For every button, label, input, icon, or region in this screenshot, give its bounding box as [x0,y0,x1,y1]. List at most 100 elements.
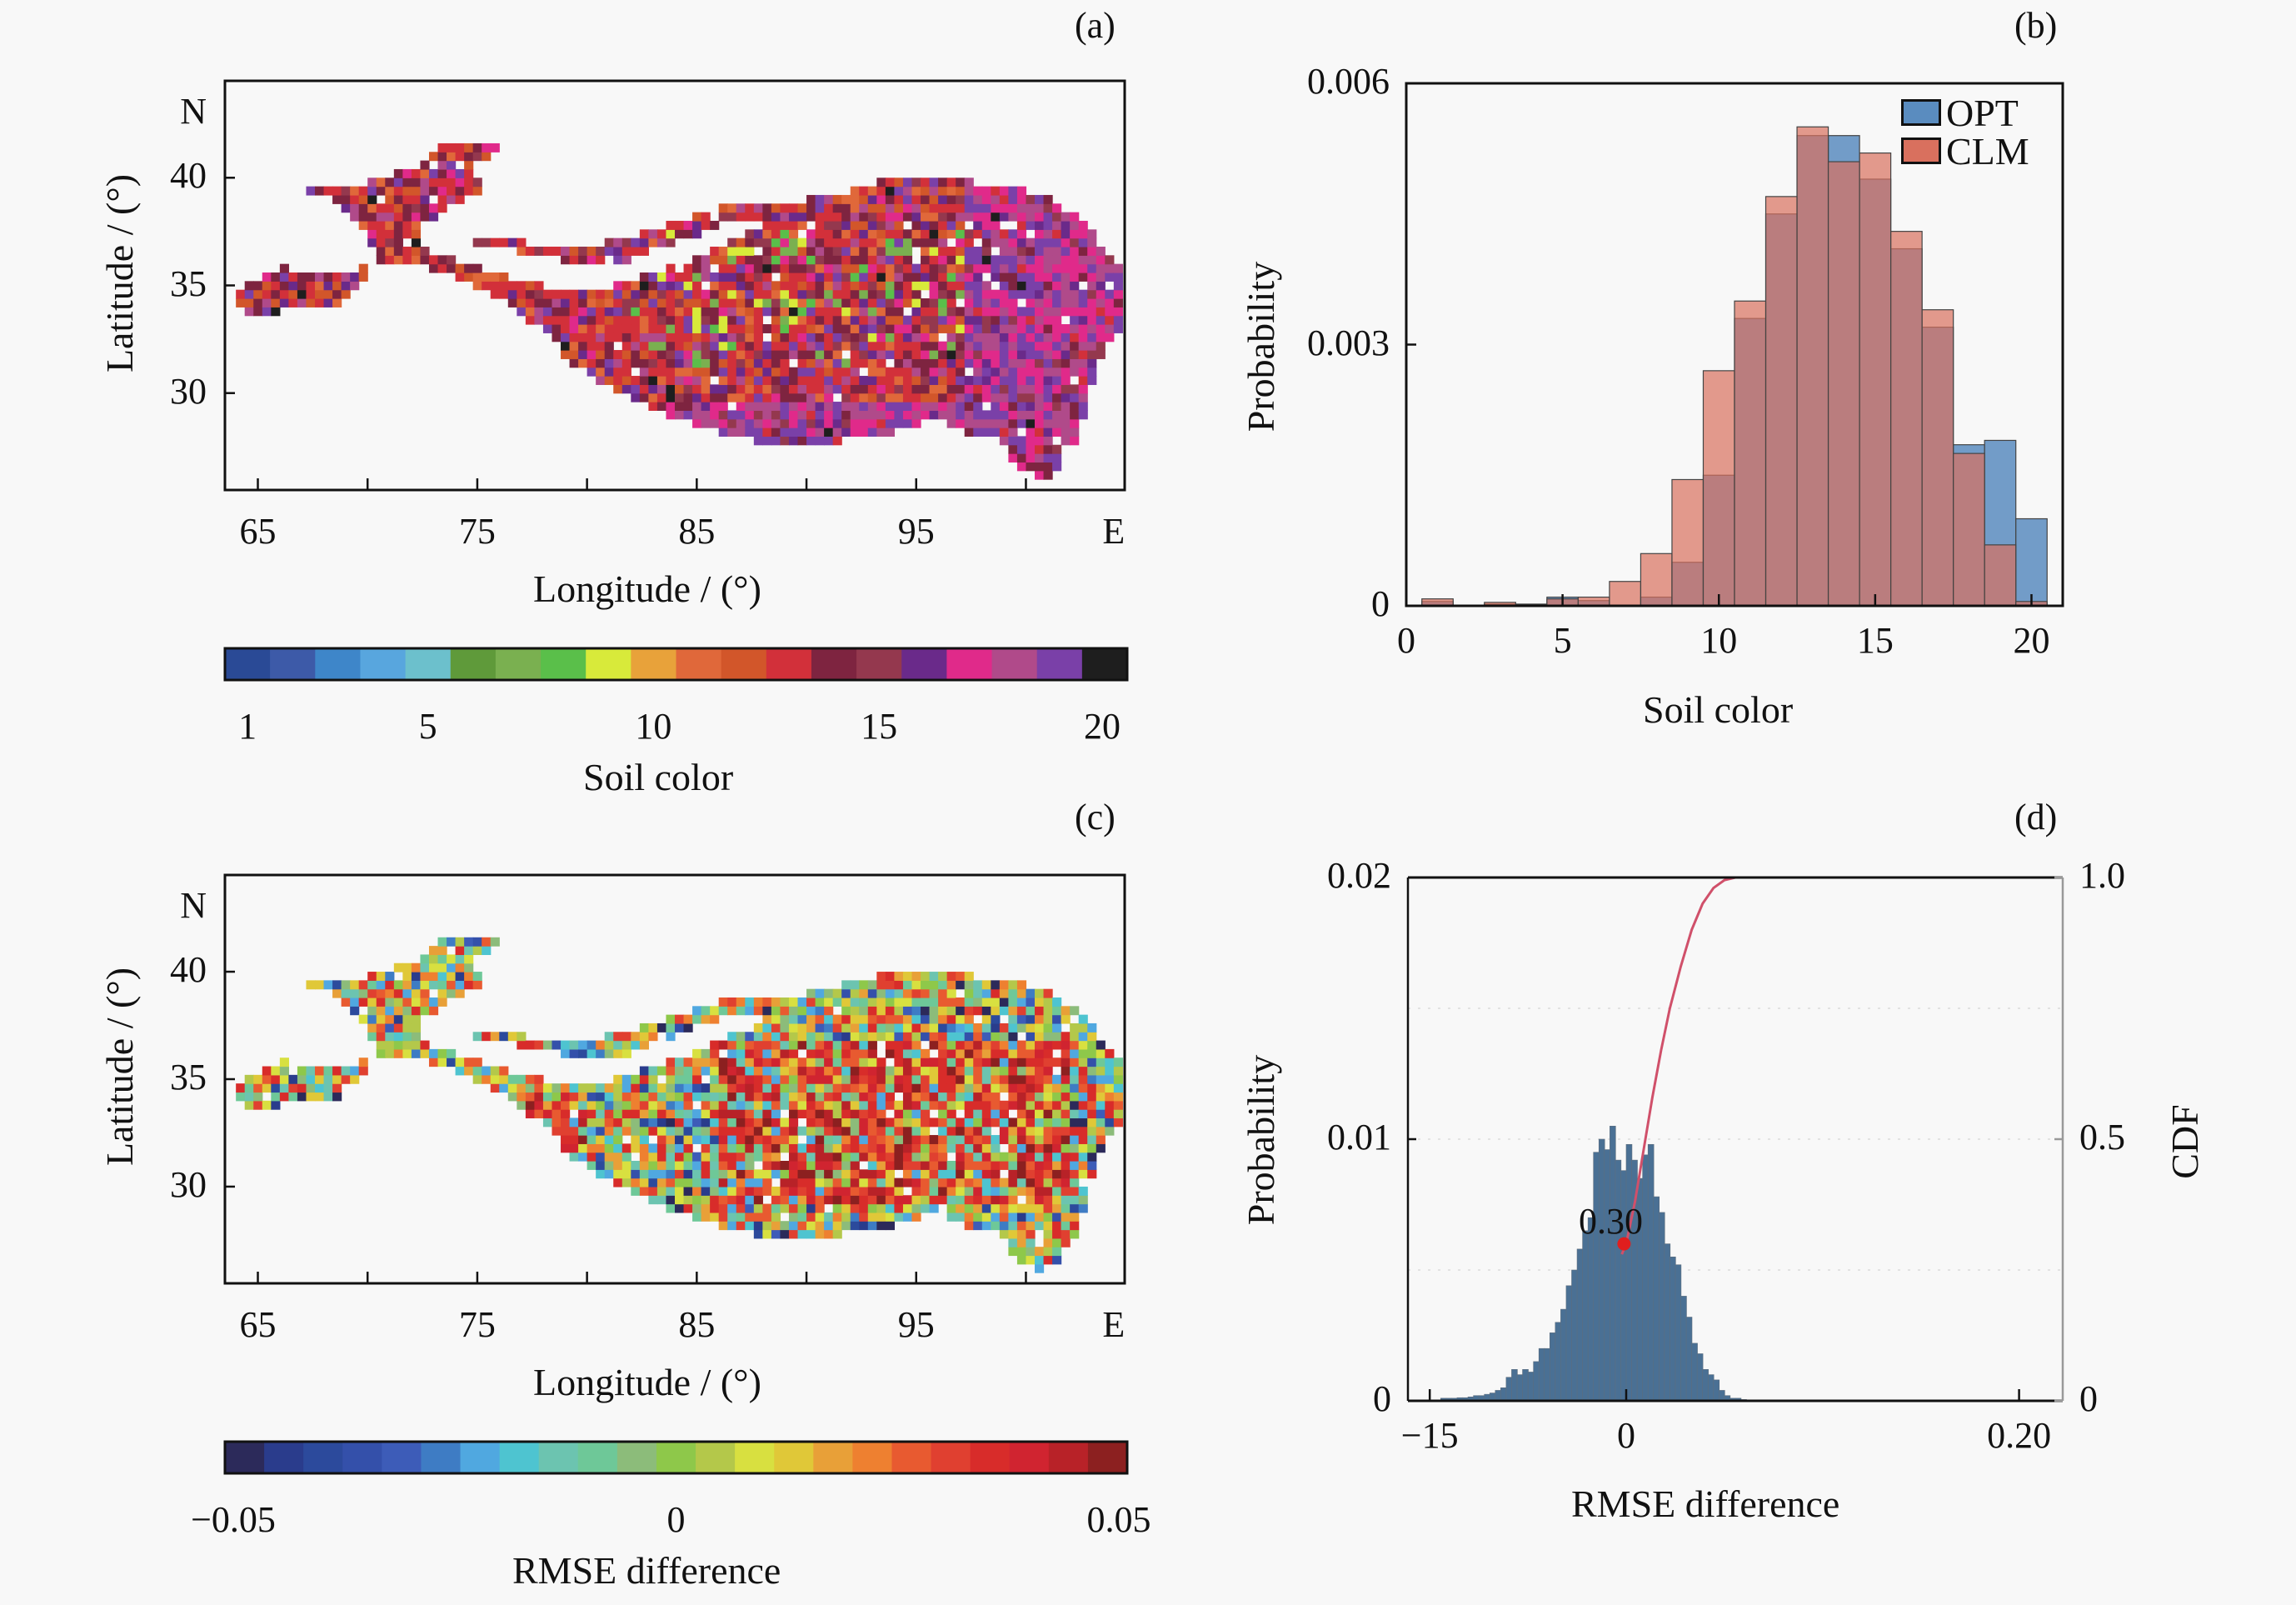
map-cell [561,1040,571,1050]
map-cell [656,376,667,385]
colorbar-swatch [225,1442,265,1473]
map-cell [867,1186,877,1196]
map-cell [701,350,711,359]
map-cell [736,341,746,351]
map-cell [1026,1247,1036,1257]
map-cell [736,998,746,1007]
map-cell [736,315,746,325]
map-cell [315,272,325,282]
map-cell [999,410,1009,420]
map-cell [867,238,877,248]
map-cell [832,1126,842,1136]
map-cell [832,1014,842,1024]
map-cell [464,972,474,981]
map-cell [692,1058,702,1068]
map-cell [692,384,702,394]
map-cell [262,307,272,317]
x-tick-label: 75 [458,1304,496,1345]
map-cell [613,1152,623,1162]
bar-clm [1640,552,1673,607]
map-cell [902,1135,913,1144]
hist-d-ylabel-right: CDF [2164,1104,2206,1179]
map-cell [736,367,746,377]
map-cell [675,1092,685,1102]
map-cell [1105,1126,1115,1136]
map-cell [771,410,781,420]
map-cell [850,1083,860,1093]
map-cell [1105,1066,1115,1076]
map-cell [929,178,939,188]
map-cell [455,142,465,152]
map-cell [991,1014,1001,1024]
map-cell [656,1161,667,1170]
map-cell [1016,1126,1027,1136]
map-cell [921,1022,931,1032]
colorbar-swatch [616,1442,657,1473]
map-cell [841,1135,851,1144]
map-cell [596,324,606,333]
map-cell [771,402,781,411]
map-cell [956,1143,966,1153]
map-cell [832,1092,842,1102]
map-cell [991,263,1001,273]
map-cell [534,298,544,308]
map-cell [1043,315,1053,325]
map-cell [586,1161,596,1170]
map-cell [604,1083,614,1093]
map-cell [762,1109,772,1119]
map-cell [788,1066,799,1076]
map-cell [1008,307,1018,317]
map-cell [894,1100,904,1110]
map-cell [692,358,702,368]
x-tick-label: −15 [1400,1415,1459,1456]
map-cell [921,178,931,188]
colorbar-tick-label: −0.05 [191,1499,276,1540]
map-cell [411,962,422,972]
map-cell [639,358,649,368]
map-cell [639,367,649,377]
map-cell [788,367,799,377]
map-cell [973,194,983,204]
map-cell [991,212,1001,222]
map-cell [1078,1126,1088,1136]
map-cell [929,238,939,248]
map-cell [648,376,658,385]
map-cell [656,1186,667,1196]
map-cell [911,315,921,325]
map-cell [675,1143,685,1153]
map-cell [964,428,974,437]
y-tick-label: 35 [170,262,207,304]
map-cell [455,980,465,990]
map-cell [262,1074,272,1084]
map-cell [806,1186,816,1196]
map-cell [956,972,966,981]
map-cell [797,1100,807,1110]
map-cell [956,980,966,990]
map-cell [666,238,676,248]
map-cell [402,1048,412,1058]
map-cell [552,1092,562,1102]
map-cell [938,1066,948,1076]
map-cell [710,289,720,299]
map-cell [596,350,606,359]
map-cell [911,263,921,273]
map-cell [578,1040,588,1050]
map-cell [701,272,711,282]
map-cell [621,332,631,342]
map-cell [964,229,974,239]
map-cell [288,1074,298,1084]
map-cell [902,988,913,998]
map-cell [929,341,939,351]
map-cell [824,1014,834,1024]
map-cell [956,332,966,342]
map-cell [253,1074,263,1084]
map-cell [1043,298,1053,308]
map-cell [464,263,474,273]
map-cell [710,1135,720,1144]
map-cell [885,298,896,308]
map-cell [946,255,956,265]
map-cell [692,410,702,420]
map-cell [885,1221,896,1231]
map-cell [569,1135,579,1144]
map-cell [1087,1092,1097,1102]
